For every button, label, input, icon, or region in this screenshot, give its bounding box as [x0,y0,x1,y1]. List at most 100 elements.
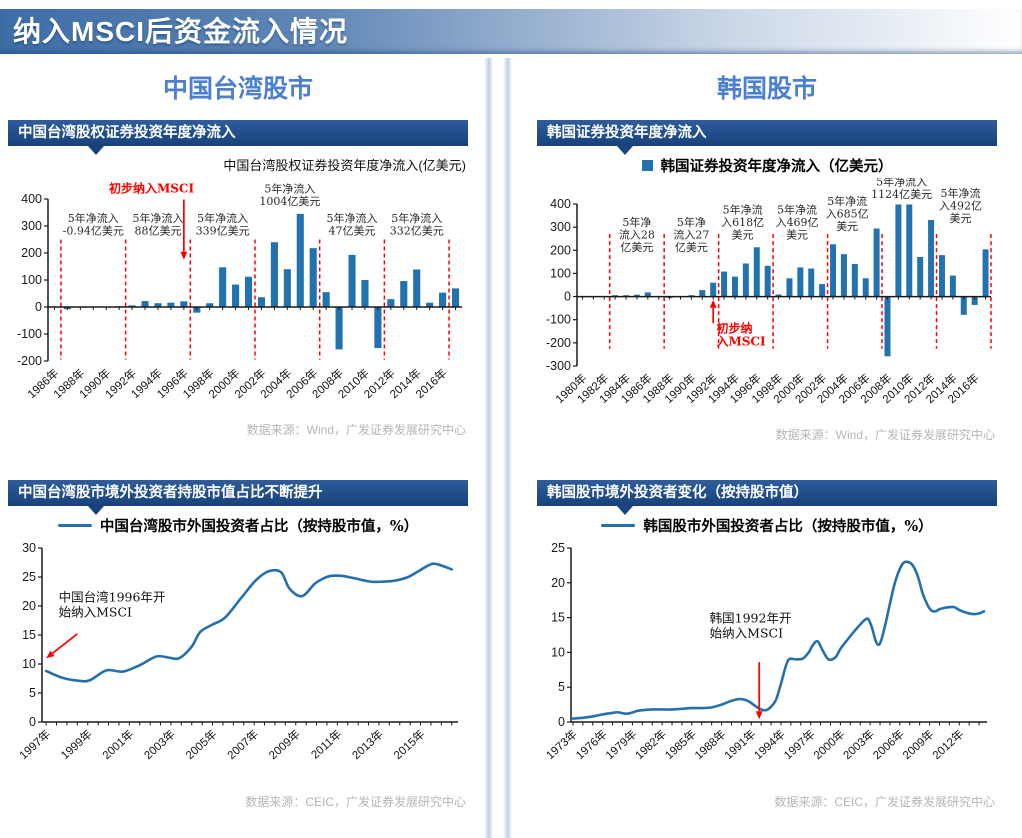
svg-text:1997年: 1997年 [16,727,53,762]
svg-text:5年净: 5年净 [622,215,651,229]
svg-text:-100: -100 [17,327,42,341]
svg-text:2005年: 2005年 [183,727,220,762]
svg-text:1997年: 1997年 [781,727,818,762]
data-source-korea-line: 数据来源：CEIC，广发证券发展研究中心 [774,795,995,809]
svg-text:美元: 美元 [732,228,754,241]
svg-text:入492亿: 入492亿 [939,200,982,213]
svg-text:0: 0 [558,715,565,729]
svg-text:2003年: 2003年 [141,727,178,762]
svg-text:5年净流入: 5年净流入 [264,181,315,195]
svg-text:100: 100 [550,266,571,280]
svg-text:始纳入MSCI: 始纳入MSCI [59,604,132,619]
svg-text:5年净流: 5年净流 [940,186,980,200]
svg-text:入MSCI: 入MSCI [716,334,766,348]
panel-header-label: 韩国股市境外投资者变化（按持股市值） [547,485,808,501]
svg-text:5: 5 [558,680,565,694]
svg-text:5: 5 [29,686,36,700]
legend-korea-bars: 韩国证券投资年度净流入（亿美元） [537,146,997,178]
svg-text:10: 10 [22,657,36,671]
panel-header-taiwan-ownership: 中国台湾股市境外投资者持股市值占比不断提升 [8,480,468,515]
svg-text:15: 15 [22,628,36,642]
svg-text:0: 0 [29,715,36,729]
svg-text:400: 400 [550,197,571,211]
svg-text:1988年: 1988年 [692,727,729,762]
svg-text:200: 200 [550,243,571,257]
svg-text:88亿美元: 88亿美元 [134,224,181,237]
data-source-taiwan-line: 数据来源：CEIC，广发证券发展研究中心 [245,795,466,809]
panel-header-korea-net-inflow: 韩国证券投资年度净流入 [537,120,997,155]
svg-text:20: 20 [22,599,36,613]
legend-label: 韩国证券投资年度净流入（亿美元） [660,157,893,175]
svg-text:0: 0 [35,300,42,314]
legend-label: 中国台湾股市外国投资者占比（按持股市值，%） [99,517,419,535]
svg-text:韩国1992年开: 韩国1992年开 [710,610,792,625]
svg-text:-100: -100 [546,313,571,327]
panel-header-label: 中国台湾股权证券投资年度净流入 [18,125,236,141]
svg-text:47亿美元: 47亿美元 [329,224,376,237]
panel-korea-net-inflow: 韩国证券投资年度净流入 韩国证券投资年度净流入（亿美元） -300 -200 -10… [537,120,997,442]
svg-text:100: 100 [21,273,42,287]
panel-header-label: 韩国证券投资年度净流入 [547,125,707,141]
svg-text:2015年: 2015年 [391,727,428,762]
svg-text:-0.94亿美元: -0.94亿美元 [63,224,124,237]
svg-text:5年净流: 5年净流 [827,194,867,208]
svg-text:2000年: 2000年 [810,727,847,762]
svg-text:亿美元: 亿美元 [675,241,708,254]
bar-series-marker [641,159,653,171]
chart-title-taiwan-bars: 中国台湾股权证券投资年度净流入(亿美元) [223,158,466,173]
svg-text:25: 25 [22,570,36,584]
legend-taiwan-line: 中国台湾股市外国投资者占比（按持股市值，%） [8,506,468,538]
svg-text:-300: -300 [546,359,571,373]
svg-text:1994年: 1994年 [751,727,788,762]
legend-label: 韩国股市外国投资者占比（按持股市值，%） [643,517,933,535]
svg-text:初步纳: 初步纳 [716,320,752,335]
svg-text:中国台湾1996年开: 中国台湾1996年开 [59,589,166,604]
svg-text:2006年: 2006年 [870,727,907,762]
svg-text:10: 10 [551,645,565,659]
svg-text:1973年: 1973年 [543,727,580,762]
svg-text:332亿美元: 332亿美元 [390,224,444,237]
svg-text:1004亿美元: 1004亿美元 [259,195,320,208]
svg-text:流入27: 流入27 [673,227,709,241]
svg-text:5年净流入: 5年净流入 [197,211,248,225]
svg-text:-200: -200 [17,354,42,368]
svg-text:2011年: 2011年 [308,727,344,762]
svg-text:5年净流入: 5年净流入 [68,211,119,225]
svg-text:入685亿: 入685亿 [826,208,869,221]
svg-text:400: 400 [21,192,42,206]
taiwan-column: 中国台湾股市 中国台湾股权证券投资年度净流入 中国台湾股权证券投资年度净流入(亿… [0,58,511,810]
svg-text:流入28: 流入28 [619,227,655,241]
svg-text:1982年: 1982年 [632,727,669,762]
svg-text:5年净流: 5年净流 [777,202,817,216]
svg-text:1985年: 1985年 [662,727,699,762]
svg-text:2001年: 2001年 [99,727,136,762]
svg-text:5年净流入: 5年净流入 [876,178,927,188]
korea-foreign-ownership-line-chart: 0 5 10 15 20 25 1973年1976年1979年1982年1985年1988年… [543,541,987,762]
svg-text:1999年: 1999年 [58,727,95,762]
panel-taiwan-foreign-ownership: 中国台湾股市境外投资者持股市值占比不断提升 中国台湾股市外国投资者占比（按持股市… [8,480,468,810]
svg-text:5年净流入: 5年净流入 [327,211,378,225]
panel-taiwan-net-inflow: 中国台湾股权证券投资年度净流入 中国台湾股权证券投资年度净流入(亿美元) -20… [8,120,468,438]
panel-header-label: 中国台湾股市境外投资者持股市值占比不断提升 [18,485,323,501]
svg-text:1979年: 1979年 [602,727,639,762]
svg-text:2009年: 2009年 [266,727,303,762]
line-series-marker [601,523,636,527]
svg-text:5年净流入: 5年净流入 [132,211,183,225]
section-title-taiwan: 中国台湾股市 [162,75,313,103]
svg-text:25: 25 [551,541,565,555]
svg-text:初步纳入MSCI: 初步纳入MSCI [109,180,195,195]
taiwan-annual-net-inflow-bar-chart: -200-10001002003004001986年1988年1990年1992… [17,180,462,401]
two-column-layout: 中国台湾股市 中国台湾股权证券投资年度净流入 中国台湾股权证券投资年度净流入(亿… [0,58,1022,810]
svg-text:15: 15 [551,611,565,625]
data-source-taiwan-bars: 数据来源：Wind，广发证券发展研究中心 [246,423,466,437]
svg-text:300: 300 [21,219,42,233]
svg-text:美元: 美元 [949,212,971,225]
korea-annual-net-inflow-bar-chart: -300-200-10001002003004001980年1982年1984年… [546,178,992,406]
svg-text:300: 300 [550,220,571,234]
svg-text:美元: 美元 [836,220,858,233]
svg-text:入618亿: 入618亿 [721,216,764,229]
svg-text:200: 200 [21,246,42,260]
svg-text:2009年: 2009年 [900,727,937,762]
